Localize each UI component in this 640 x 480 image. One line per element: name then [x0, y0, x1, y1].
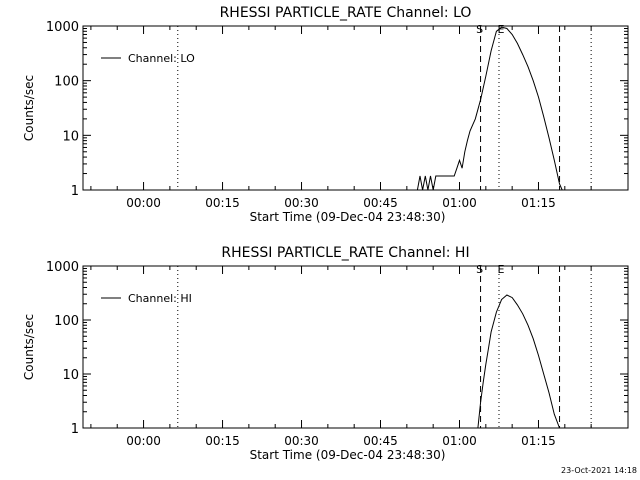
panel2-vline-label-S: S: [476, 263, 483, 276]
panel1-xtick-label: 00:15: [205, 196, 240, 210]
panel2-xtick-label: 00:45: [363, 434, 398, 448]
panel1-ytick-label: 1000: [46, 20, 79, 35]
panel2-vline-label-E: E: [498, 263, 505, 276]
panel1-xtick-label: 01:15: [521, 196, 556, 210]
panel1-xlabel: Start Time (09-Dec-04 23:48:30): [250, 210, 446, 224]
panel1-ytick-label: 1: [71, 184, 79, 199]
panel1-vline-label-S: S: [476, 23, 483, 36]
panel2-xlabel: Start Time (09-Dec-04 23:48:30): [250, 448, 446, 462]
panel2-ytick-label: 1: [71, 422, 79, 437]
panel1-series-line-1: [416, 26, 563, 191]
panel2-xtick-label: 00:30: [284, 434, 319, 448]
panel1-vline-label-E: E: [498, 23, 505, 36]
panel2-xtick-label: 00:00: [126, 434, 161, 448]
panel2-ytick-label: 10: [62, 368, 79, 383]
panel1-legend-label: Channel: LO: [128, 52, 195, 65]
panel1-xtick-label: 01:00: [442, 196, 477, 210]
panel2-legend-label: Channel: HI: [128, 292, 192, 305]
panel2-plot-frame: [82, 265, 629, 429]
panel2-xtick-label: 01:15: [521, 434, 556, 448]
panel1-ytick-label: 100: [54, 75, 79, 90]
panel2-ytick-label: 100: [54, 314, 79, 329]
footer-timestamp: 23-Oct-2021 14:18: [561, 466, 637, 475]
panel2-title: RHESSI PARTICLE_RATE Channel: HI: [221, 245, 469, 261]
panel1-xtick-label: 00:00: [126, 196, 161, 210]
panel2-ylabel: Counts/sec: [22, 314, 36, 380]
panel2-series-line-1: [477, 294, 560, 429]
panel1-ytick-label: 10: [62, 129, 79, 144]
panel1-xtick-label: 00:30: [284, 196, 319, 210]
panel2-xtick-label: 00:15: [205, 434, 240, 448]
panel2-ytick-label: 1000: [46, 260, 79, 275]
panel2-xtick-label: 01:00: [442, 434, 477, 448]
panel1-plot-frame: [82, 25, 629, 191]
panel1-xtick-label: 00:45: [363, 196, 398, 210]
panel1-title: RHESSI PARTICLE_RATE Channel: LO: [220, 5, 472, 21]
panel1-ylabel: Counts/sec: [22, 75, 36, 141]
